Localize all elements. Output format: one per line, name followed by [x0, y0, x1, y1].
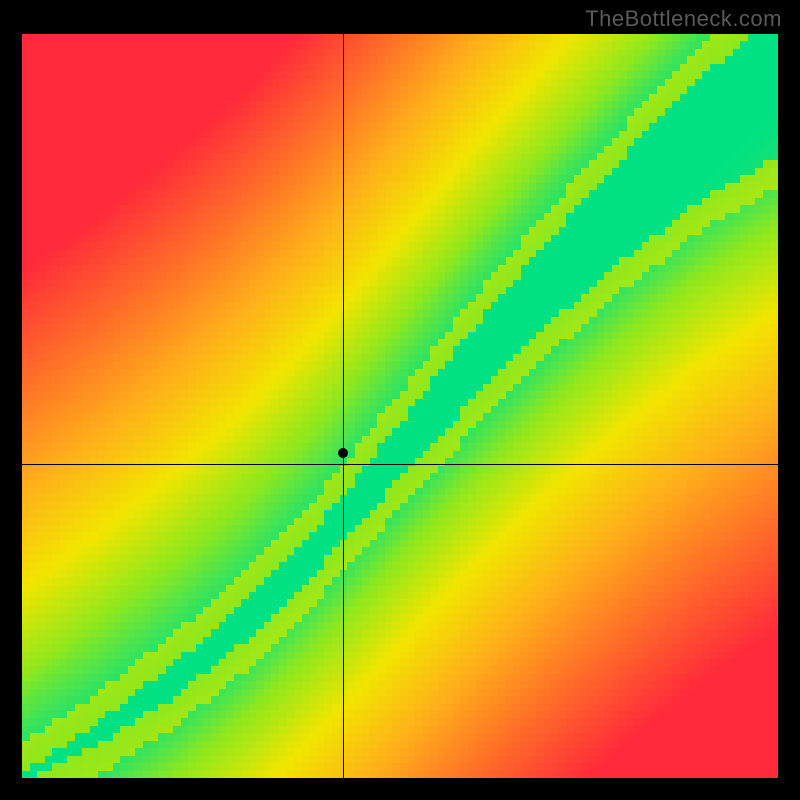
crosshair-vertical: [343, 34, 344, 778]
watermark-text: TheBottleneck.com: [585, 6, 782, 32]
heatmap-canvas: [22, 34, 778, 778]
chart-frame: TheBottleneck.com: [0, 0, 800, 800]
crosshair-horizontal: [22, 464, 778, 465]
crosshair-marker: [338, 448, 348, 458]
heatmap-plot: [22, 34, 778, 778]
